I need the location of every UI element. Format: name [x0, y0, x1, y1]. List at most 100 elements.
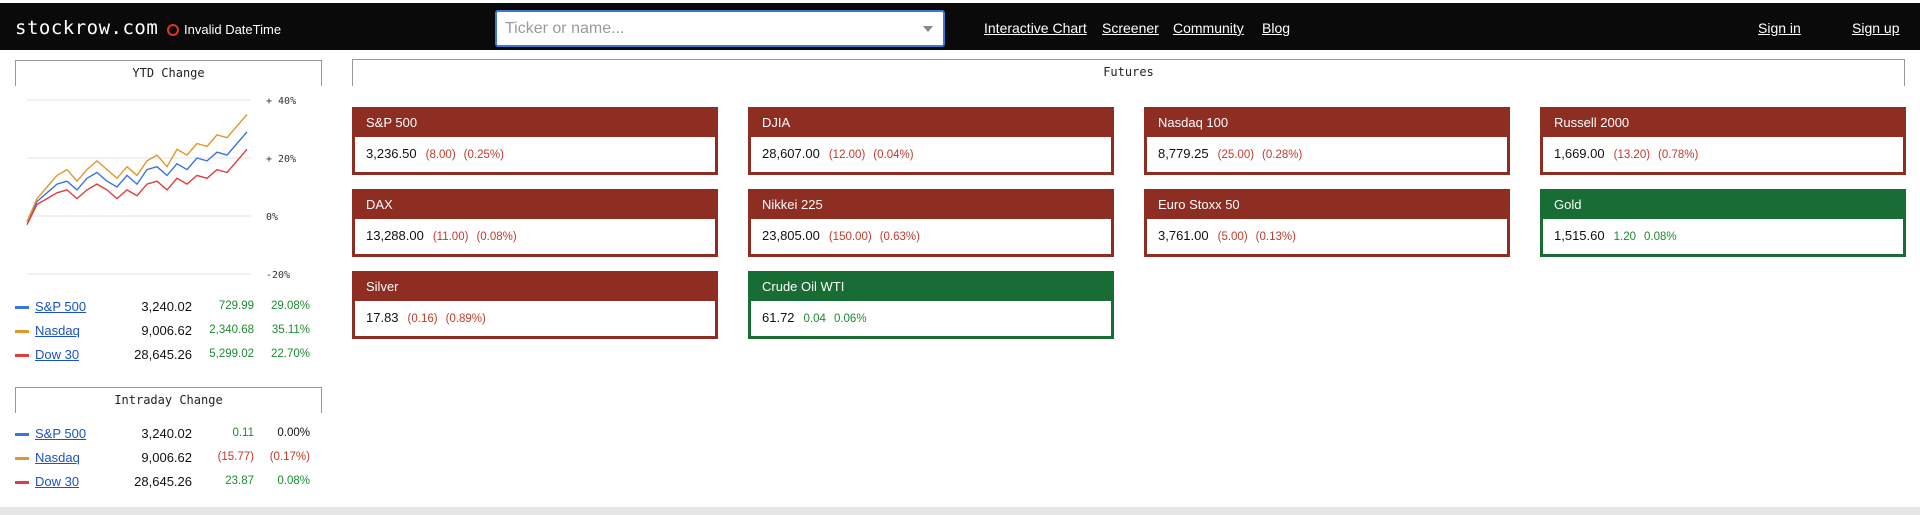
futures-card-title: Euro Stoxx 50: [1147, 192, 1507, 219]
futures-value: 23,805.00: [762, 228, 820, 243]
futures-pct: (0.08%): [476, 231, 517, 243]
futures-card-title: Nasdaq 100: [1147, 110, 1507, 137]
futures-card-title: DJIA: [751, 110, 1111, 137]
futures-card-body: 3,236.50 (8.00) (0.25%): [355, 137, 715, 172]
intraday-link-nasdaq[interactable]: Nasdaq: [35, 450, 80, 465]
futures-card[interactable]: Euro Stoxx 50 3,761.00 (5.00) (0.13%): [1144, 189, 1510, 257]
sign-in-link[interactable]: Sign in: [1758, 20, 1801, 36]
ytd-link-dow30[interactable]: Dow 30: [35, 347, 80, 362]
series-line-dow-30: [26, 148, 248, 226]
futures-pct: (0.89%): [445, 313, 486, 325]
futures-card-body: 8,779.25 (25.00) (0.28%): [1147, 137, 1507, 172]
ytd-price: 9,006.62: [141, 323, 192, 338]
futures-card-title: Gold: [1543, 192, 1903, 219]
futures-change: (5.00): [1217, 231, 1248, 243]
intraday-price: 28,645.26: [134, 474, 192, 489]
ytd-change: 729.99: [218, 300, 254, 312]
futures-pct: (0.25%): [463, 149, 504, 161]
futures-change: (11.00): [432, 231, 469, 243]
intraday-change: 0.11: [232, 427, 254, 439]
futures-value: 17.83: [366, 310, 399, 325]
chevron-down-icon[interactable]: [923, 26, 933, 32]
futures-value: 28,607.00: [762, 146, 820, 161]
futures-card[interactable]: Russell 2000 1,669.00 (13.20) (0.78%): [1540, 107, 1906, 175]
ytd-price: 28,645.26: [134, 347, 192, 362]
futures-value: 3,761.00: [1158, 228, 1209, 243]
ytd-row-nasdaq: Nasdaq 9,006.62 2,340.68 35.11%: [15, 321, 322, 341]
top-navbar: stockrow.com Invalid DateTime Interactiv…: [0, 0, 1920, 50]
ticker-search-input[interactable]: [505, 18, 905, 40]
ytd-row-sp500: S&P 500 3,240.02 729.99 29.08%: [15, 297, 322, 317]
futures-change: 0.04: [803, 313, 826, 325]
sign-up-link[interactable]: Sign up: [1852, 20, 1900, 36]
futures-value: 1,515.60: [1554, 228, 1605, 243]
futures-card[interactable]: DJIA 28,607.00 (12.00) (0.04%): [748, 107, 1114, 175]
futures-change: (12.00): [828, 149, 866, 161]
futures-change: 1.20: [1613, 231, 1636, 243]
ytd-pct: 29.08%: [270, 300, 310, 312]
intraday-pct: 0.08%: [277, 475, 310, 487]
futures-value: 8,779.25: [1158, 146, 1209, 161]
futures-pct: 0.06%: [833, 313, 867, 325]
nav-blog[interactable]: Blog: [1262, 20, 1291, 36]
futures-card[interactable]: Nasdaq 100 8,779.25 (25.00) (0.28%): [1144, 107, 1510, 175]
futures-header: Futures: [352, 59, 1905, 86]
intraday-link-dow30[interactable]: Dow 30: [35, 474, 80, 489]
futures-change: (0.16): [407, 313, 438, 325]
ytd-pct: 35.11%: [271, 324, 310, 336]
nasdaq-swatch: [15, 330, 29, 333]
futures-pct: (0.28%): [1262, 149, 1303, 161]
intraday-change-header: Intraday Change: [15, 387, 322, 413]
futures-pct: (0.13%): [1255, 231, 1296, 243]
intraday-change: 23.87: [225, 475, 254, 487]
futures-card-body: 17.83 (0.16) (0.89%): [355, 301, 715, 336]
chart-y-tick-label: + 20%: [266, 154, 296, 165]
nasdaq-swatch: [15, 457, 29, 460]
futures-card-body: 13,288.00 (11.00) (0.08%): [355, 219, 715, 254]
futures-card-title: Silver: [355, 274, 715, 301]
chart-y-tick-label: 0%: [266, 212, 278, 223]
datetime-status: Invalid DateTime: [167, 22, 281, 37]
intraday-pct: 0.00%: [277, 427, 310, 439]
futures-card[interactable]: Crude Oil WTI 61.72 0.04 0.06%: [748, 271, 1114, 339]
intraday-price: 9,006.62: [141, 450, 192, 465]
dow30-swatch: [15, 481, 29, 484]
nav-community[interactable]: Community: [1173, 20, 1244, 36]
horizontal-scrollbar[interactable]: [0, 507, 1920, 515]
series-line-nasdaq: [26, 114, 248, 223]
futures-card-body: 3,761.00 (5.00) (0.13%): [1147, 219, 1507, 254]
futures-card-body: 61.72 0.04 0.06%: [751, 301, 1111, 336]
ticker-search[interactable]: [495, 10, 945, 47]
intraday-row-sp500: S&P 500 3,240.02 0.11 0.00%: [15, 424, 322, 444]
futures-value: 1,669.00: [1554, 146, 1605, 161]
intraday-price: 3,240.02: [141, 426, 192, 441]
futures-card[interactable]: S&P 500 3,236.50 (8.00) (0.25%): [352, 107, 718, 175]
futures-pct: (0.78%): [1658, 149, 1699, 161]
ytd-link-sp500[interactable]: S&P 500: [35, 299, 87, 314]
futures-card[interactable]: DAX 13,288.00 (11.00) (0.08%): [352, 189, 718, 257]
nav-interactive-chart[interactable]: Interactive Chart: [984, 20, 1087, 36]
status-ring-icon: [167, 23, 179, 36]
ytd-link-nasdaq[interactable]: Nasdaq: [35, 323, 80, 338]
futures-card-title: Nikkei 225: [751, 192, 1111, 219]
futures-card[interactable]: Nikkei 225 23,805.00 (150.00) (0.63%): [748, 189, 1114, 257]
futures-change: (25.00): [1217, 149, 1255, 161]
sp500-swatch: [15, 433, 29, 436]
futures-value: 61.72: [762, 310, 795, 325]
intraday-row-dow30: Dow 30 28,645.26 23.87 0.08%: [15, 472, 322, 492]
futures-card[interactable]: Silver 17.83 (0.16) (0.89%): [352, 271, 718, 339]
futures-card[interactable]: Gold 1,515.60 1.20 0.08%: [1540, 189, 1906, 257]
nav-screener[interactable]: Screener: [1102, 20, 1159, 36]
futures-card-body: 23,805.00 (150.00) (0.63%): [751, 219, 1111, 254]
intraday-change: (15.77): [217, 451, 254, 463]
ytd-change-header: YTD Change: [15, 60, 322, 86]
futures-pct: 0.08%: [1644, 231, 1677, 243]
intraday-pct: (0.17%): [269, 451, 310, 463]
ytd-pct: 22.70%: [270, 348, 310, 360]
futures-card-body: 1,669.00 (13.20) (0.78%): [1543, 137, 1903, 172]
ytd-change-chart: + 40% + 20% 0% -20%: [26, 96, 296, 281]
site-logo[interactable]: stockrow.com: [15, 17, 159, 39]
intraday-row-nasdaq: Nasdaq 9,006.62 (15.77) (0.17%): [15, 448, 322, 468]
intraday-link-sp500[interactable]: S&P 500: [35, 426, 87, 441]
ytd-change: 2,340.68: [209, 324, 254, 336]
